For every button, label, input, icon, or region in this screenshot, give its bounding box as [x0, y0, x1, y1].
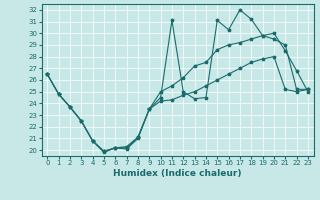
- X-axis label: Humidex (Indice chaleur): Humidex (Indice chaleur): [113, 169, 242, 178]
